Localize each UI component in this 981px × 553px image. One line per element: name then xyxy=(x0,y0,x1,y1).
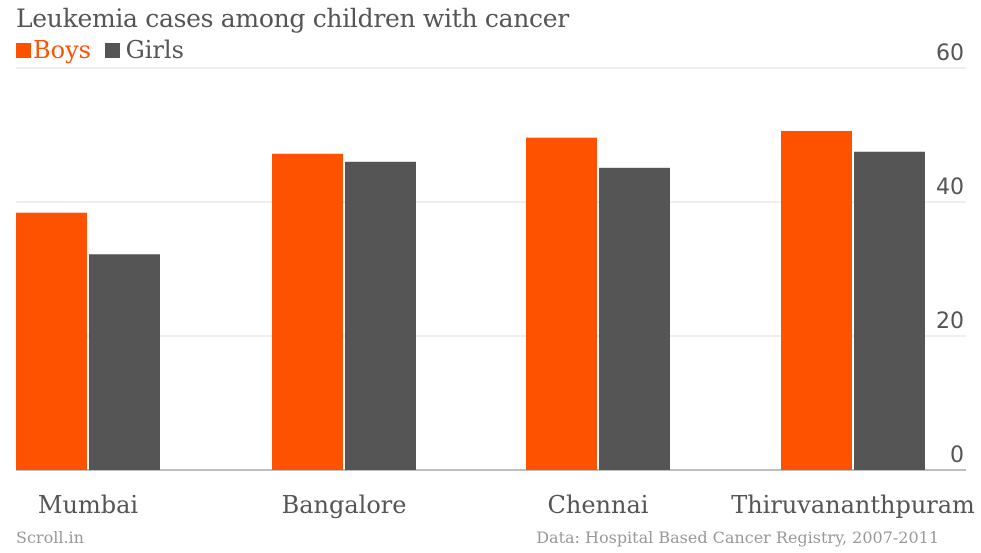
bar-girls-bangalore xyxy=(345,161,416,471)
legend-label-girls: Girls xyxy=(125,36,184,64)
source-credit: Data: Hospital Based Cancer Registry, 20… xyxy=(536,528,939,547)
bar-boys-bangalore xyxy=(272,153,343,470)
y-tick-label-40: 40 xyxy=(936,175,964,200)
bar-girls-thiruvananthpuram xyxy=(854,151,925,470)
source-brand: Scroll.in xyxy=(16,528,84,547)
bar-boys-mumbai xyxy=(16,212,87,470)
bar-girls-mumbai xyxy=(89,254,160,470)
y-tick-label-20: 20 xyxy=(936,309,964,334)
chart-title: Leukemia cases among children with cance… xyxy=(16,4,569,33)
legend-swatch-girls xyxy=(104,43,120,58)
x-tick-label-bangalore: Bangalore xyxy=(282,491,407,519)
legend-swatch-boys xyxy=(16,43,31,58)
x-tick-label-mumbai: Mumbai xyxy=(38,491,138,519)
x-tick-label-chennai: Chennai xyxy=(548,491,649,519)
y-tick-label-60: 60 xyxy=(936,41,964,66)
y-tick-label-0: 0 xyxy=(950,443,964,468)
legend-label-boys: Boys xyxy=(33,36,91,64)
bar-boys-chennai xyxy=(526,137,597,470)
legend: Boys Girls xyxy=(16,36,184,64)
bar-girls-chennai xyxy=(599,167,670,470)
bar-boys-thiruvananthpuram xyxy=(781,130,852,471)
x-tick-label-thiruvananthpuram: Thiruvananthpuram xyxy=(731,491,975,519)
